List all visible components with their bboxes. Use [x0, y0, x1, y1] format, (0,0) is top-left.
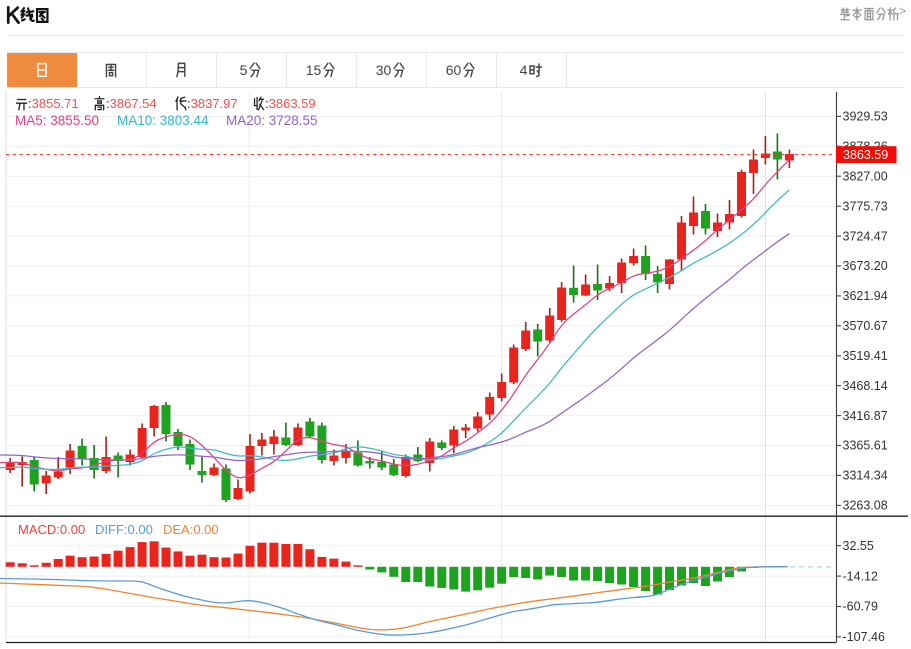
- svg-text:3673.20: 3673.20: [843, 259, 888, 273]
- svg-text:3519.41: 3519.41: [843, 349, 888, 363]
- svg-text:3570.67: 3570.67: [843, 319, 888, 333]
- svg-text:3863.59: 3863.59: [843, 148, 888, 162]
- svg-text:3621.94: 3621.94: [843, 289, 888, 303]
- svg-text:3314.34: 3314.34: [843, 469, 888, 483]
- svg-text:3827.00: 3827.00: [843, 169, 888, 183]
- svg-text:3929.53: 3929.53: [843, 110, 888, 124]
- svg-text:-107.46: -107.46: [843, 630, 885, 644]
- svg-text:32.55: 32.55: [843, 539, 874, 553]
- svg-text:3724.47: 3724.47: [843, 229, 888, 243]
- svg-text:3365.61: 3365.61: [843, 439, 888, 453]
- svg-text:-14.12: -14.12: [843, 569, 878, 583]
- svg-text:-60.79: -60.79: [843, 600, 878, 614]
- svg-text:3775.73: 3775.73: [843, 199, 888, 213]
- svg-text:3416.87: 3416.87: [843, 409, 888, 423]
- svg-text:3468.14: 3468.14: [843, 379, 888, 393]
- svg-text:3263.08: 3263.08: [843, 499, 888, 513]
